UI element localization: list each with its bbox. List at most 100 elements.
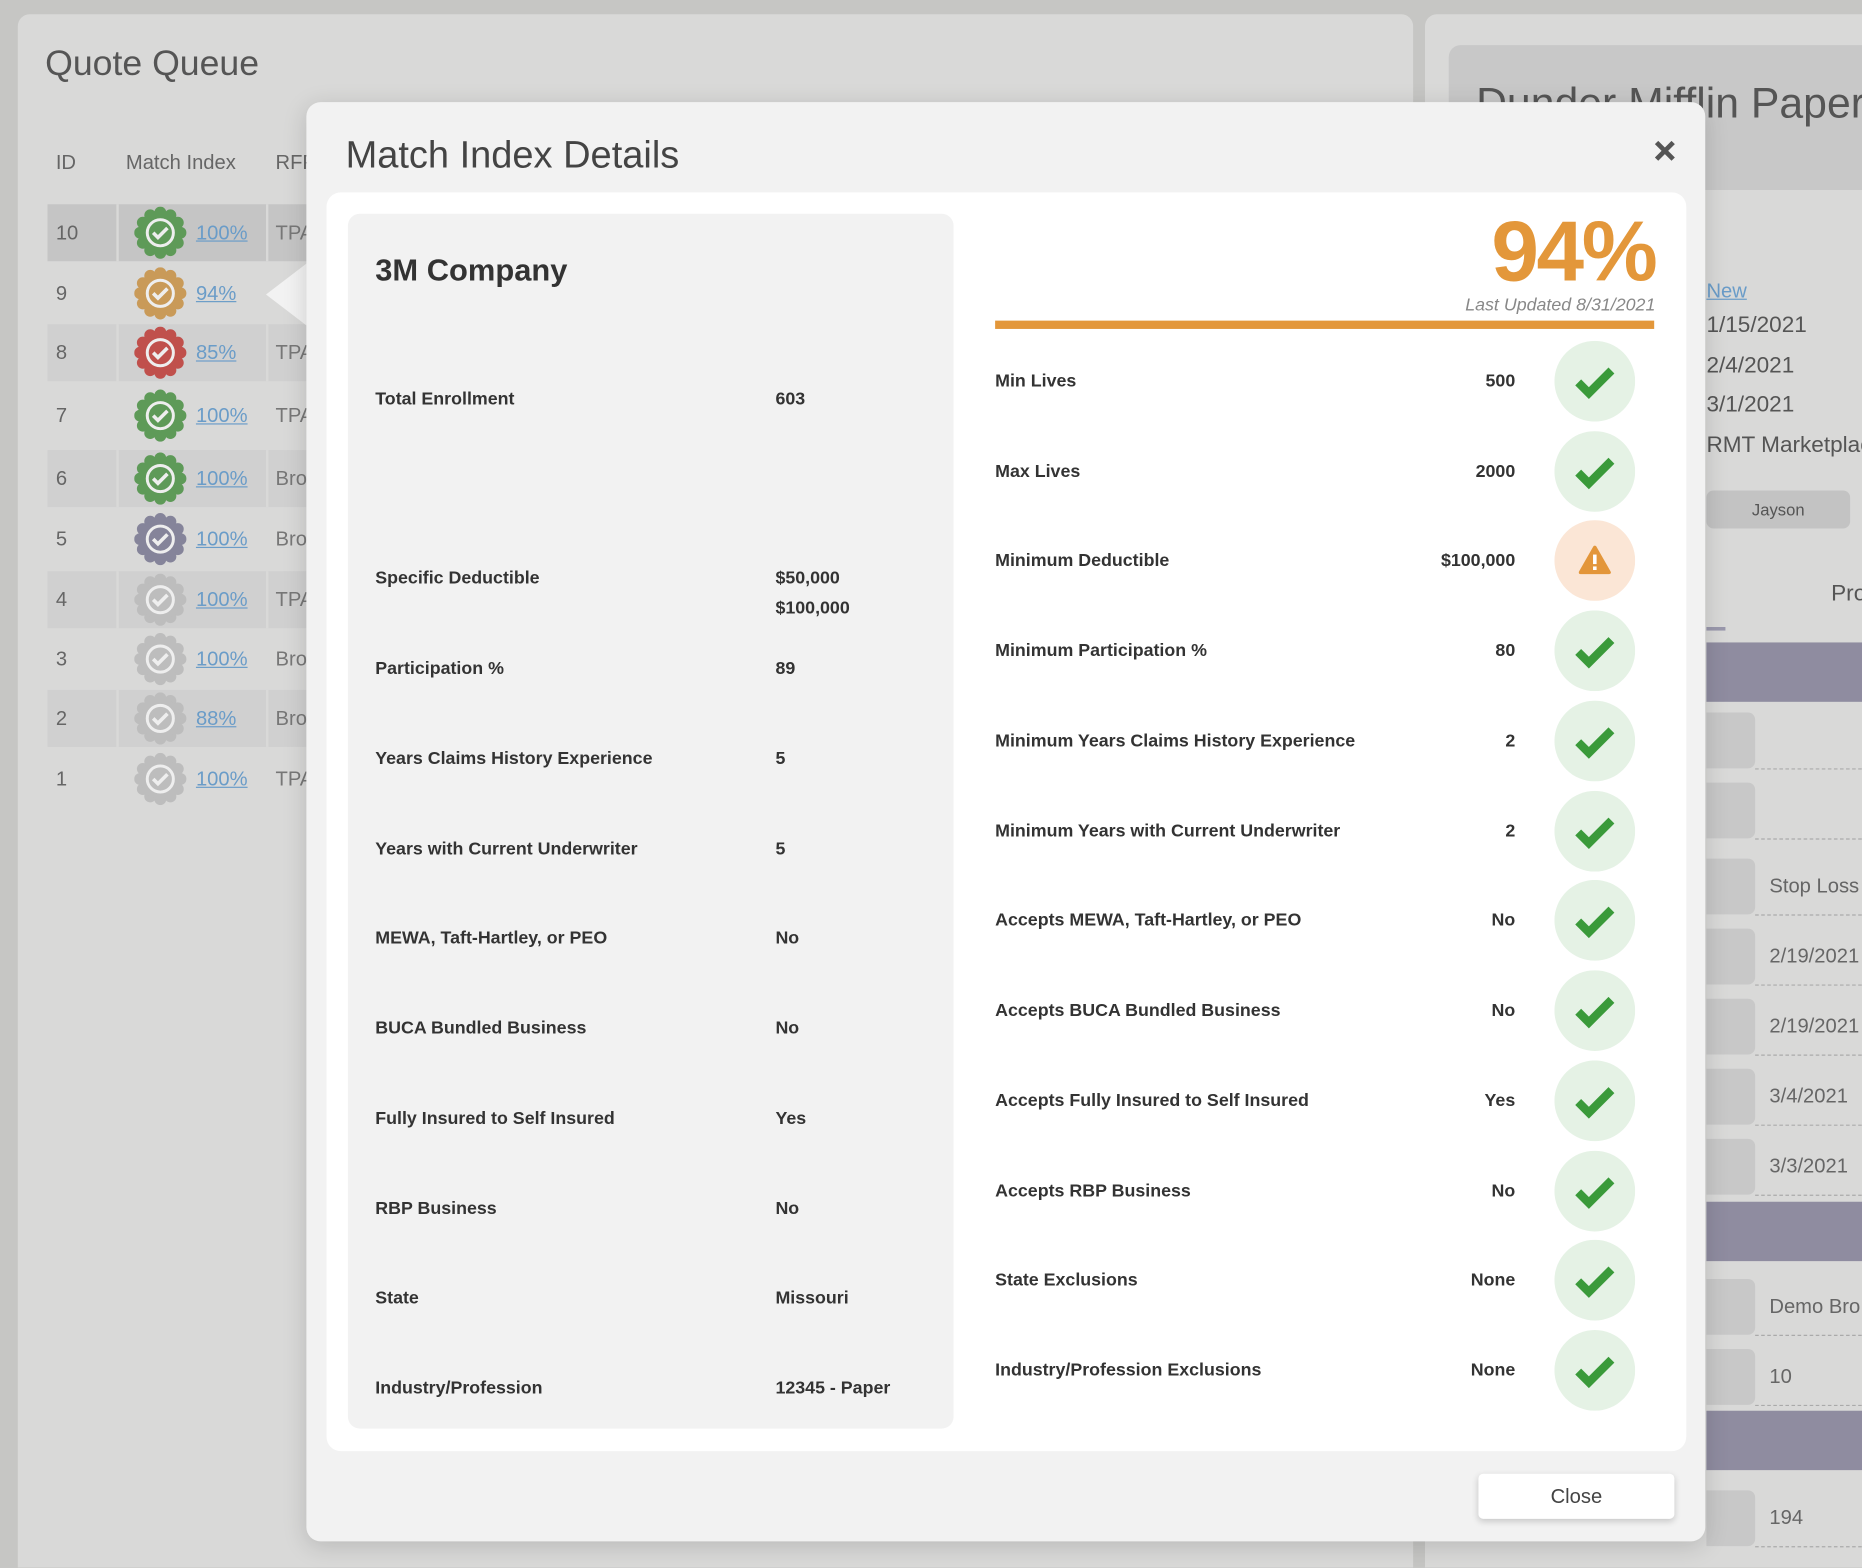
match-link[interactable]: 94% bbox=[195, 282, 237, 305]
modal-body: 3M Company Total Enrollment 603 Specific De… bbox=[326, 192, 1687, 1452]
match-badge bbox=[134, 752, 187, 806]
close-button-label: Close bbox=[1550, 1484, 1603, 1508]
row-id: 8 bbox=[55, 341, 68, 364]
field-border bbox=[1755, 984, 1862, 986]
criteria-label: Accepts Fully Insured to Self Insured bbox=[995, 1090, 1309, 1111]
requirement-value: 5 bbox=[775, 838, 786, 860]
field-border bbox=[1755, 1334, 1862, 1336]
match-warning bbox=[1554, 520, 1636, 601]
match-link[interactable]: 100% bbox=[195, 404, 248, 427]
match-link[interactable]: 88% bbox=[195, 707, 237, 730]
criteria-label: Accepts RBP Business bbox=[995, 1180, 1191, 1202]
requirement-label: MEWA, Taft-Hartley, or PEO bbox=[375, 928, 608, 949]
field-value: 3/3/2021 bbox=[1769, 1154, 1848, 1178]
section-bar bbox=[1706, 1201, 1862, 1262]
company-name: 3M Company bbox=[375, 251, 568, 288]
criteria-label: Max Lives bbox=[995, 461, 1081, 482]
match-badge bbox=[134, 389, 187, 442]
cell-divider bbox=[266, 689, 269, 747]
requirement-label: Total Enrollment bbox=[375, 388, 515, 410]
match-link[interactable]: 100% bbox=[195, 767, 248, 791]
tab-label[interactable]: Pro bbox=[1831, 581, 1862, 607]
criteria-label: Minimum Deductible bbox=[995, 550, 1170, 571]
requirement-label: State bbox=[375, 1287, 419, 1309]
match-check bbox=[1554, 1060, 1636, 1142]
rfp-type: TPA bbox=[275, 588, 314, 611]
requirement-value: 12345 - Paper bbox=[775, 1378, 891, 1399]
cell-divider bbox=[266, 571, 269, 629]
row-id: 10 bbox=[55, 221, 79, 245]
requirement-value: $50,000 bbox=[775, 568, 840, 589]
match-check bbox=[1554, 970, 1636, 1051]
date-field: 1/15/2021 bbox=[1706, 312, 1807, 338]
row-id: 3 bbox=[55, 647, 68, 671]
marketplace: RMT Marketplace bbox=[1706, 432, 1862, 458]
cell-divider bbox=[116, 689, 119, 747]
field-label-box bbox=[1706, 928, 1756, 985]
modal: Match Index Details 3M Company Total Enrol… bbox=[306, 102, 1706, 1542]
field-border bbox=[1755, 768, 1862, 770]
criteria-value: $100,000 bbox=[1440, 550, 1516, 571]
match-badge bbox=[134, 632, 187, 686]
rfp-type: Bro bbox=[275, 467, 307, 490]
field-value: Demo Bro bbox=[1769, 1294, 1861, 1318]
field-value: 3/4/2021 bbox=[1769, 1084, 1848, 1108]
cell-divider bbox=[266, 204, 269, 262]
field-value: 2/19/2021 bbox=[1769, 944, 1860, 968]
requirement-label: Industry/Profession bbox=[375, 1378, 543, 1399]
field-border bbox=[1755, 1546, 1862, 1548]
criteria-value: None bbox=[1470, 1360, 1516, 1381]
criteria-value: 2000 bbox=[1475, 461, 1516, 482]
match-badge bbox=[134, 267, 187, 320]
requirement-label: BUCA Bundled Business bbox=[375, 1018, 587, 1039]
match-badge bbox=[134, 573, 187, 626]
criteria-value: 500 bbox=[1485, 371, 1516, 392]
match-check bbox=[1554, 610, 1636, 692]
field-border bbox=[1755, 838, 1862, 840]
field-border bbox=[1755, 1404, 1862, 1406]
rfp-type: TPA bbox=[275, 767, 314, 791]
requirement-label: Years Claims History Experience bbox=[375, 748, 653, 769]
field-label-box bbox=[1706, 858, 1756, 915]
match-link[interactable]: 100% bbox=[195, 221, 248, 245]
row-id: 1 bbox=[55, 767, 68, 791]
criteria-value: No bbox=[1491, 1000, 1516, 1021]
field-border bbox=[1755, 1124, 1862, 1126]
field-border bbox=[1755, 1194, 1862, 1196]
criteria-label: State Exclusions bbox=[995, 1270, 1138, 1291]
cell-divider bbox=[266, 450, 269, 508]
requirement-value: 5 bbox=[775, 748, 786, 769]
match-badge bbox=[134, 452, 187, 505]
date-field: 3/1/2021 bbox=[1706, 392, 1795, 418]
match-link[interactable]: 85% bbox=[195, 341, 237, 364]
last-updated: Last Updated 8/31/2021 bbox=[1465, 295, 1656, 316]
status-link[interactable]: New bbox=[1706, 279, 1747, 303]
requirement-value: 89 bbox=[775, 658, 796, 679]
match-link[interactable]: 100% bbox=[195, 647, 248, 671]
criteria-value: Yes bbox=[1484, 1090, 1516, 1111]
match-check bbox=[1554, 1150, 1636, 1232]
user-button[interactable]: Jayson bbox=[1706, 490, 1851, 529]
date-field: 2/4/2021 bbox=[1706, 353, 1795, 379]
match-check bbox=[1554, 431, 1636, 512]
match-score: 94% bbox=[1491, 204, 1657, 300]
requirement-label: RBP Business bbox=[375, 1198, 497, 1219]
criteria-label: Minimum Years Claims History Experience bbox=[995, 730, 1356, 752]
match-link[interactable]: 100% bbox=[195, 588, 248, 611]
criteria-value: No bbox=[1491, 1180, 1516, 1202]
row-id: 6 bbox=[55, 467, 68, 490]
requirement-label: Fully Insured to Self Insured bbox=[375, 1108, 615, 1129]
match-check bbox=[1554, 1330, 1636, 1411]
requirement-value: No bbox=[775, 928, 800, 949]
row-id: 2 bbox=[55, 707, 68, 730]
match-link[interactable]: 100% bbox=[195, 467, 248, 490]
section-bar bbox=[1706, 1410, 1862, 1471]
field-label-box bbox=[1706, 1138, 1756, 1195]
close-button[interactable]: Close bbox=[1478, 1473, 1675, 1519]
match-link[interactable]: 100% bbox=[195, 527, 248, 551]
close-icon[interactable] bbox=[1654, 140, 1675, 161]
match-check bbox=[1554, 879, 1636, 961]
panel-title: Quote Queue bbox=[45, 43, 260, 84]
cell-divider bbox=[116, 450, 119, 508]
rfp-type: Bro bbox=[275, 527, 307, 551]
